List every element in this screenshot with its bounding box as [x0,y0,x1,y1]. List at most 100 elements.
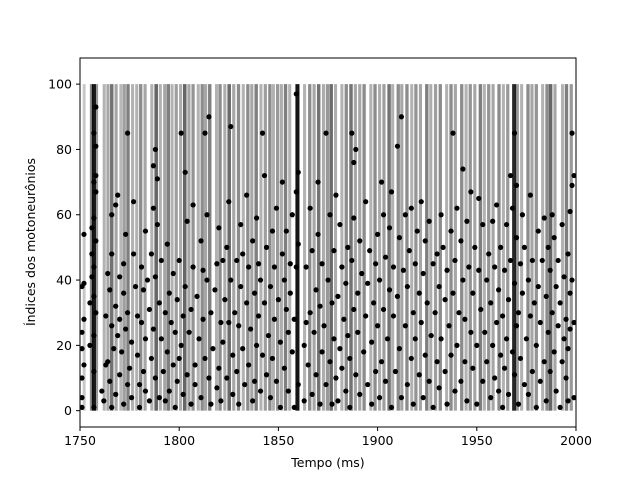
spike-point-448 [551,349,557,355]
spike-point-195 [273,378,280,384]
spike-point-319 [410,401,416,407]
spike-point-105 [174,297,180,303]
spike-point-366 [464,218,470,224]
spike-point-395 [498,244,504,250]
spike-point-216 [293,189,299,195]
spike-point-178 [255,313,262,319]
spike-point-247 [331,248,337,254]
spike-point-405 [507,172,514,179]
activity-band-22 [179,84,183,411]
spike-point-254 [339,264,345,270]
spike-point-371 [470,290,476,296]
activity-band-42 [268,84,272,411]
spike-point-432 [535,228,541,234]
spike-point-122 [192,362,198,368]
spike-point-89 [156,395,162,401]
spike-point-13 [89,251,95,257]
spike-point-6 [81,316,87,322]
activity-band-98 [534,84,538,411]
spike-point-223 [303,264,309,270]
spike-point-457 [561,336,567,342]
spike-point-113 [182,283,188,290]
spike-point-66 [134,352,141,358]
activity-band-21 [174,84,178,411]
spike-point-298 [386,225,393,231]
spike-point-25 [93,189,99,195]
activity-band-92 [506,84,510,411]
spike-point-266 [351,159,357,166]
spike-point-140 [214,385,220,391]
spike-point-450 [553,283,559,290]
activity-band-40 [259,84,263,411]
spike-point-413 [513,323,520,329]
spike-point-90 [156,300,162,306]
spike-point-356 [454,342,460,348]
spike-point-436 [539,257,545,264]
spike-point-406 [509,349,516,355]
activity-band-51 [312,84,316,411]
spike-point-353 [450,130,456,136]
spike-point-67 [136,404,143,411]
spike-point-311 [402,323,408,329]
spike-point-330 [422,238,428,244]
spike-point-325 [418,319,424,326]
y-tick-label-60: 60 [56,207,72,222]
activity-band-71 [405,84,409,411]
spike-point-304 [394,293,401,299]
spike-point-447 [551,235,557,241]
spike-point-21 [91,179,97,185]
activity-band-36 [241,84,245,411]
spike-point-264 [349,130,355,136]
spike-point-411 [513,182,520,188]
activity-band-65 [378,84,382,411]
spike-point-281 [369,339,375,345]
spike-point-438 [541,215,547,221]
spike-point-131 [202,130,208,136]
activity-band-63 [369,84,373,411]
spike-point-239 [323,381,329,388]
spike-point-182 [259,352,266,358]
spike-point-255 [339,365,345,371]
spike-point-26 [93,143,99,149]
spike-point-9 [81,231,87,237]
spike-point-73 [142,388,149,394]
spike-point-392 [496,388,502,394]
spike-point-368 [468,329,474,335]
activity-band-12 [135,84,139,411]
spike-point-130 [202,355,208,362]
activity-band-77 [433,84,438,411]
spike-point-120 [190,264,196,270]
spike-point-75 [142,228,149,234]
spike-point-115 [184,372,190,378]
spike-point-139 [212,287,218,293]
spike-point-414 [515,401,522,407]
spike-point-440 [543,398,549,404]
spike-point-164 [240,346,246,352]
spike-point-385 [488,300,494,306]
spike-point-342 [438,336,444,342]
activity-band-44 [275,84,280,411]
spike-point-220 [301,342,307,348]
activity-band-18 [163,84,167,411]
spike-point-412 [513,235,520,241]
activity-band-55 [329,84,333,411]
spike-point-116 [184,218,190,224]
spike-point-35 [107,378,113,384]
spike-point-270 [355,290,361,296]
spike-point-59 [127,365,133,371]
spike-point-42 [113,303,119,309]
spike-point-374 [474,342,480,348]
spike-point-349 [446,323,452,329]
spike-point-421 [521,244,528,250]
activity-band-97 [530,84,534,411]
spike-point-8 [81,280,87,286]
activity-band-43 [271,84,275,411]
spike-point-179 [255,261,262,267]
spike-point-58 [125,130,131,136]
activity-band-19 [166,84,170,411]
activity-band-59 [349,84,353,411]
y-tick-label-80: 80 [56,142,72,157]
spike-point-70 [138,264,145,270]
spike-point-78 [146,306,153,313]
spike-point-410 [511,130,518,136]
